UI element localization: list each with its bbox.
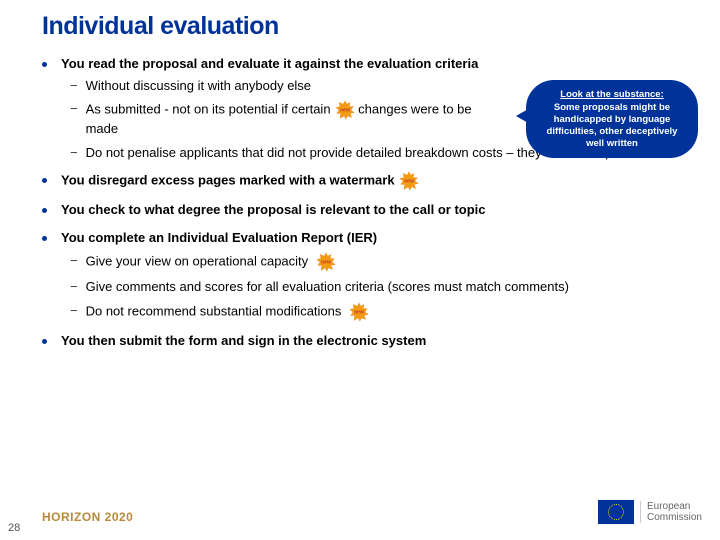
dash-icon: − bbox=[70, 302, 78, 320]
callout-body: Some proposals might be handicapped by l… bbox=[547, 102, 678, 149]
new-icon: new bbox=[335, 100, 355, 120]
bullet-text: You then submit the form and sign in the… bbox=[61, 332, 426, 350]
footer: HORIZON 2020 EuropeanCommission bbox=[42, 500, 702, 524]
sub-bullet-item: −As submitted - not on its potential if … bbox=[70, 100, 490, 138]
bullet-text: You complete an Individual Evaluation Re… bbox=[61, 229, 377, 247]
sub-bullet-text: Do not recommend substantial modificatio… bbox=[86, 302, 702, 322]
eu-flag-icon bbox=[598, 500, 634, 524]
bullet-item: You then submit the form and sign in the… bbox=[42, 332, 702, 350]
svg-text:new: new bbox=[321, 260, 331, 266]
page-number: 28 bbox=[8, 522, 20, 534]
bullet-dot-icon bbox=[42, 339, 47, 344]
ec-text: EuropeanCommission bbox=[640, 501, 702, 523]
bullet-dot-icon bbox=[42, 62, 47, 67]
dash-icon: − bbox=[70, 252, 78, 270]
sub-bullet-text: Give your view on operational capacity n… bbox=[86, 252, 702, 272]
new-icon: new bbox=[399, 171, 419, 191]
callout-box: Look at the substance: Some proposals mi… bbox=[526, 80, 698, 158]
program-label: HORIZON 2020 bbox=[42, 510, 133, 524]
bullet-text: You check to what degree the proposal is… bbox=[61, 201, 486, 219]
ec-logo: EuropeanCommission bbox=[598, 500, 702, 524]
dash-icon: − bbox=[70, 278, 78, 296]
bullet-dot-icon bbox=[42, 236, 47, 241]
sub-bullet-text: As submitted - not on its potential if c… bbox=[86, 100, 490, 138]
bullet-text: You disregard excess pages marked with a… bbox=[61, 171, 419, 191]
callout-title: Look at the substance: bbox=[537, 89, 687, 101]
dash-icon: − bbox=[70, 144, 78, 162]
sub-bullet-item: −Give your view on operational capacity … bbox=[70, 252, 702, 272]
sub-bullet-item: −Without discussing it with anybody else bbox=[70, 77, 490, 95]
sub-bullet-item: −Do not recommend substantial modificati… bbox=[70, 302, 702, 322]
new-icon: new bbox=[316, 252, 336, 272]
sub-bullet-item: −Give comments and scores for all evalua… bbox=[70, 278, 702, 296]
sub-bullet-text: Without discussing it with anybody else bbox=[86, 77, 490, 95]
bullet-item: You disregard excess pages marked with a… bbox=[42, 171, 702, 191]
dash-icon: − bbox=[70, 100, 78, 118]
bullet-dot-icon bbox=[42, 208, 47, 213]
bullet-item: You complete an Individual Evaluation Re… bbox=[42, 229, 702, 247]
bullet-dot-icon bbox=[42, 178, 47, 183]
svg-text:new: new bbox=[404, 179, 414, 185]
dash-icon: − bbox=[70, 77, 78, 95]
bullet-item: You read the proposal and evaluate it ag… bbox=[42, 55, 702, 73]
bullet-item: You check to what degree the proposal is… bbox=[42, 201, 702, 219]
svg-text:new: new bbox=[354, 309, 364, 315]
slide-title: Individual evaluation bbox=[42, 12, 702, 41]
svg-text:new: new bbox=[340, 108, 350, 114]
bullet-text: You read the proposal and evaluate it ag… bbox=[61, 55, 478, 73]
new-icon: new bbox=[349, 302, 369, 322]
sub-bullet-text: Give comments and scores for all evaluat… bbox=[86, 278, 702, 296]
